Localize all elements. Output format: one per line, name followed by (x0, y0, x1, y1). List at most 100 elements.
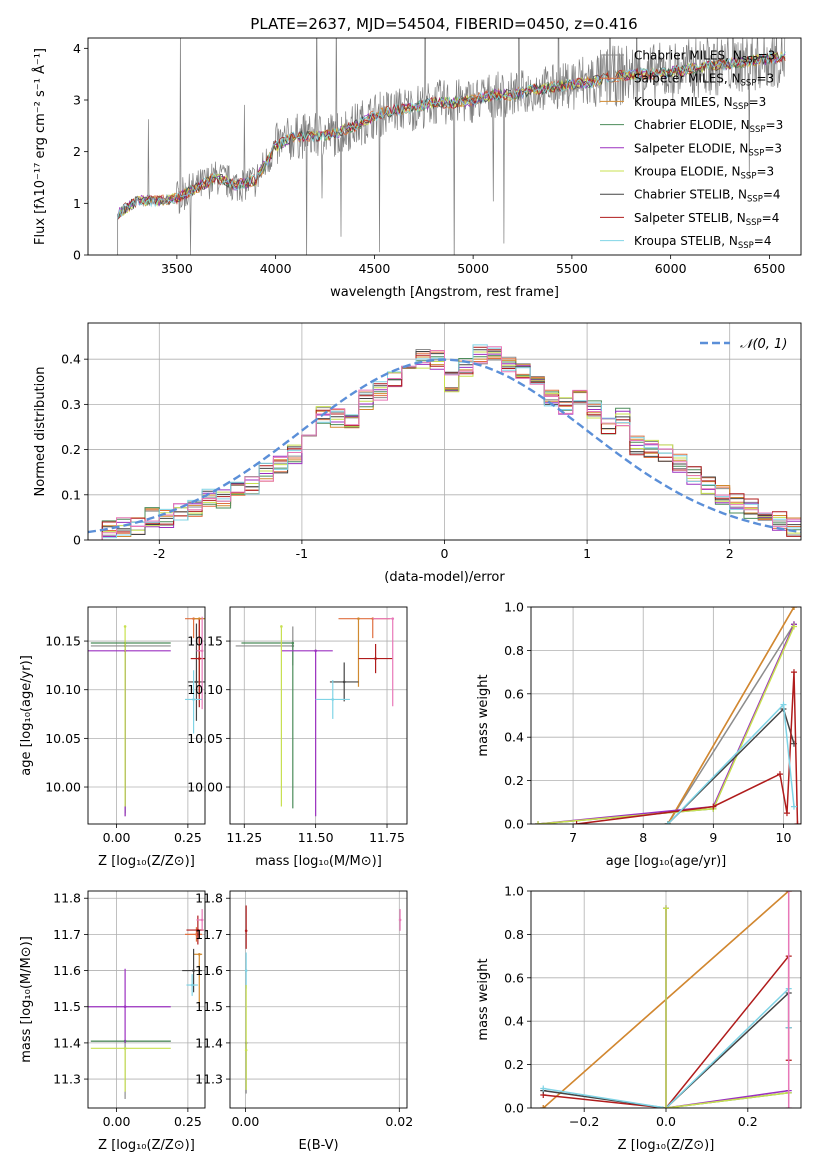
y-tick-label: 0.6 (504, 970, 524, 985)
spectrum-legend: Chabrier MILES, NSSP=3 Salpeter MILES, NS… (600, 49, 783, 251)
x-tick-label: 0.25 (174, 830, 202, 845)
x-tick-label: 0.00 (103, 830, 131, 845)
data-point (190, 983, 194, 987)
data-point (291, 641, 295, 645)
axes-frame (229, 890, 408, 1109)
legend-label: Chabrier STELIB, NSSP=4 (634, 188, 781, 205)
axes-frame (87, 890, 206, 1109)
data-point (192, 969, 195, 972)
y-tick-label: 11.6 (53, 963, 81, 978)
y-tick-label: 11.3 (195, 1072, 223, 1087)
figure-title: PLATE=2637, MJD=54504, FIBERID=0450, z=0… (250, 15, 637, 33)
weight-marker (783, 810, 790, 817)
data-mass-vs-ebv (244, 905, 402, 1094)
y-tick-label: 1.0 (504, 884, 524, 899)
x-tick-label: 4500 (358, 261, 390, 276)
y-axis-label: mass [log₁₀(M/M⊙)] (19, 936, 34, 1063)
data-point (197, 952, 201, 956)
grid-mass-vs-ebv (230, 891, 407, 1108)
weight-marker (794, 821, 801, 824)
data-point (357, 617, 360, 620)
grid-age-vs-mass (230, 607, 407, 824)
weight-marker (710, 803, 717, 810)
y-tick-label: 10.15 (187, 634, 223, 649)
weight-marker (780, 701, 787, 708)
y-tick-label: 0.0 (504, 1101, 524, 1116)
data-point (244, 1048, 248, 1052)
y-tick-label: 11.6 (195, 963, 223, 978)
axes-frame (229, 606, 408, 825)
x-tick-label: 5000 (457, 261, 489, 276)
data-point (398, 918, 402, 922)
y-axis-label: Flux [fλ10⁻¹⁷ erg cm⁻² s⁻¹ Å⁻¹] (32, 48, 48, 245)
x-tick-label: 0.00 (103, 1114, 131, 1129)
legend-label: Salpeter STELIB, NSSP=4 (634, 211, 779, 228)
y-tick-label: 0.8 (504, 927, 524, 942)
x-tick-label: 0.02 (385, 1114, 413, 1129)
data-point (195, 680, 198, 684)
x-tick-label: 11.25 (226, 830, 262, 845)
y-tick-label: 11.5 (53, 999, 81, 1014)
weight-line (665, 908, 789, 1108)
y-axis-label: mass weight (476, 958, 491, 1040)
weight-line (665, 908, 789, 1108)
y-tick-label: 0.2 (61, 442, 81, 457)
weight-marker (540, 1105, 547, 1108)
y-tick-label: 10.05 (187, 731, 223, 746)
weight-line (665, 908, 789, 1108)
y-tick-label: 10.05 (45, 731, 81, 746)
y-tick-label: 0.4 (61, 352, 81, 367)
x-tick-label: 8 (639, 830, 647, 845)
panel-residuals: -2 -1 0 1 2 0 0.1 0.2 0.3 0.4 (data-model)/error No… (33, 322, 802, 585)
x-tick-label: -2 (153, 546, 165, 561)
y-tick-label: 0.0 (504, 817, 524, 832)
y-tick-label: 0.2 (504, 773, 524, 788)
data-point (314, 649, 317, 653)
data-point (331, 698, 335, 701)
data-point (374, 657, 377, 660)
data-residuals (88, 344, 801, 540)
weight-marker (540, 1085, 547, 1092)
legend-label: Kroupa STELIB, NSSP=4 (634, 234, 772, 251)
x-tick-label: 11.75 (369, 830, 405, 845)
panel-age-vs-Z: 0.00 0.25 10.00 10.05 10.10 10.15 Z [log₁₀(Z/Z… (19, 606, 206, 869)
y-tick-label: 11.8 (53, 891, 81, 906)
y-tick-label: 0 (73, 533, 81, 548)
y-tick-label: 11.7 (53, 927, 81, 942)
y-axis-label: age [log₁₀(age/yr)] (19, 655, 34, 776)
data-mass-weight-vs-age (535, 607, 801, 824)
x-axis-label: Z [log₁₀(Z/Z⊙)] (98, 854, 195, 869)
y-tick-label: 3 (73, 93, 81, 108)
panel-spectrum: 3500 4000 4500 5000 5500 6000 6500 0 1 2 3 4 wavelen… (32, 37, 802, 300)
panel-age-vs-mass: 11.25 11.50 11.75 10.00 10.05 10.10 10.15 mass … (187, 606, 408, 869)
normal-curve (88, 358, 801, 534)
legend-label: Salpeter ELODIE, NSSP=3 (634, 141, 782, 158)
legend-label: Salpeter MILES, NSSP=3 (634, 72, 774, 89)
y-tick-label: 0.3 (61, 397, 81, 412)
y-tick-label: 0.6 (504, 686, 524, 701)
grid-age-vs-Z (88, 607, 205, 824)
data-point (123, 1005, 127, 1009)
data-age-vs-Z (88, 616, 205, 817)
model-spectrum-line (117, 52, 786, 220)
data-point (196, 928, 200, 932)
data-point (197, 657, 201, 660)
legend-label: Chabrier ELODIE, NSSP=3 (634, 118, 783, 135)
y-tick-label: 11.8 (195, 891, 223, 906)
y-axis-label: Normed distribution (33, 367, 48, 497)
weight-marker (790, 669, 797, 676)
y-tick-label: 11.3 (53, 1072, 81, 1087)
x-tick-label: 2 (726, 546, 734, 561)
y-tick-label: 11.5 (195, 999, 223, 1014)
residual-legend: 𝒩(0, 1) (700, 337, 787, 352)
y-tick-label: 1 (73, 196, 81, 211)
weight-line (537, 624, 795, 824)
histogram-step (88, 351, 801, 540)
weight-marker (785, 891, 792, 894)
weight-marker (785, 1105, 792, 1108)
y-tick-label: 0.4 (504, 1014, 524, 1029)
x-tick-label: 6500 (753, 261, 785, 276)
y-tick-label: 2 (73, 144, 81, 159)
panel-mass-vs-Z: 0.00 0.25 11.3 11.4 11.5 11.6 11.7 11.8 Z [log₁₀… (19, 890, 206, 1153)
y-tick-label: 0.2 (504, 1057, 524, 1072)
